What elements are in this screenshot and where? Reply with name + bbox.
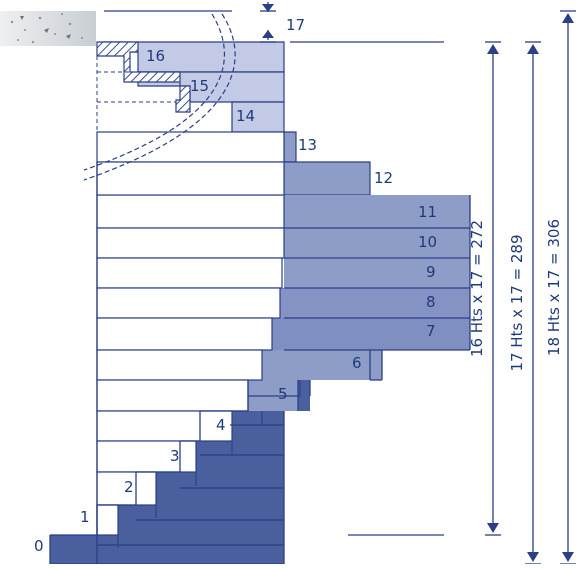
step-number-4: 4 xyxy=(216,416,226,434)
tread-5 xyxy=(96,317,273,351)
step-number-10: 10 xyxy=(418,233,437,251)
arrow-down-icon xyxy=(527,552,539,562)
step-6-block xyxy=(262,350,382,380)
step-number-14: 14 xyxy=(236,107,255,125)
step-number-5: 5 xyxy=(278,385,288,403)
arrow-up-icon xyxy=(527,44,539,54)
step-number-13: 13 xyxy=(298,136,317,154)
tread-2 xyxy=(96,227,285,259)
dimension-16-label: 16 Hts x 17 = 272 xyxy=(468,220,486,357)
tread-7 xyxy=(96,379,249,412)
tread-1 xyxy=(96,194,285,229)
hatch-landing-icon xyxy=(96,41,191,113)
step-number-7: 7 xyxy=(426,322,436,340)
tread-upper-1 xyxy=(96,131,285,163)
dimension-18-label: 18 Hts x 17 = 306 xyxy=(545,219,563,356)
step-number-12: 12 xyxy=(374,169,393,187)
tread-6 xyxy=(96,349,263,381)
step-number-0: 0 xyxy=(34,537,44,555)
step-number-16: 16 xyxy=(146,47,165,65)
step-number-3: 3 xyxy=(170,447,180,465)
tread-10 xyxy=(96,471,157,506)
tread-8 xyxy=(96,410,233,442)
landing-13 xyxy=(283,131,297,163)
tread-11 xyxy=(96,504,119,536)
step-number-2: 2 xyxy=(124,478,134,496)
step-number-15: 15 xyxy=(190,77,209,95)
arrow-up-icon xyxy=(262,30,274,38)
top-riser-label: 17 xyxy=(286,16,305,34)
step-number-11: 11 xyxy=(418,203,437,221)
arrow-up-icon xyxy=(487,44,499,54)
arrow-up-icon xyxy=(562,13,574,23)
step-number-9: 9 xyxy=(426,263,436,281)
step-8-block xyxy=(280,288,470,318)
arrow-down-icon xyxy=(562,552,574,562)
tread-upper-2 xyxy=(96,161,285,196)
tread-9 xyxy=(96,440,197,473)
landing-12 xyxy=(283,161,371,196)
concrete-slab-icon xyxy=(0,11,96,46)
step-number-8: 8 xyxy=(426,293,436,311)
tread-3 xyxy=(96,257,283,289)
arrow-down-icon xyxy=(262,4,274,12)
tread-4 xyxy=(96,287,281,319)
step-number-1: 1 xyxy=(80,508,90,526)
arrow-down-icon xyxy=(487,523,499,533)
dimension-17-label: 17 Hts x 17 = 289 xyxy=(508,234,526,371)
step-number-6: 6 xyxy=(352,354,362,372)
step-7-block xyxy=(270,318,470,350)
